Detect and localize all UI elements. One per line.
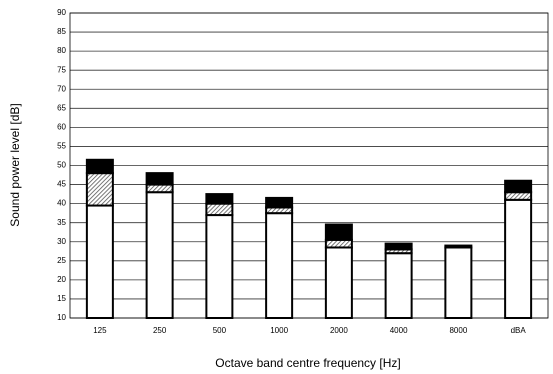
y-tick-label: 40 [57, 199, 66, 208]
bar-segment [265, 196, 294, 209]
y-tick-label: 75 [57, 65, 66, 74]
x-tick-label: 500 [213, 326, 227, 335]
y-tick-label: 25 [57, 256, 66, 265]
y-tick-label: 35 [57, 218, 66, 227]
bar-segment [85, 204, 114, 319]
bar-segment [504, 191, 533, 201]
plot-frame [69, 12, 549, 319]
x-tick-label: 2000 [330, 326, 348, 335]
x-tick-label: 250 [153, 326, 167, 335]
bar-segment [205, 202, 234, 217]
y-tick-label: 90 [57, 8, 66, 17]
bar-segment [504, 179, 533, 194]
bar-segment [444, 246, 473, 319]
y-tick-label: 50 [57, 161, 66, 170]
bar-segment [145, 172, 174, 186]
bar-segment [324, 246, 353, 319]
y-tick-label: 45 [57, 180, 66, 189]
bar-segment [504, 198, 533, 319]
bar-segment [145, 191, 174, 319]
bar-segment [85, 158, 114, 175]
y-tick-label: 60 [57, 122, 66, 131]
bar-segment [265, 212, 294, 319]
x-tick-label: 125 [93, 326, 107, 335]
y-tick-label: 65 [57, 103, 66, 112]
bar-segment [444, 244, 473, 249]
x-tick-label: 4000 [390, 326, 408, 335]
y-tick-label: 70 [57, 84, 66, 93]
bar-segment [145, 183, 174, 194]
x-axis-label: Octave band centre frequency [Hz] [215, 356, 400, 370]
x-tick-label: dBA [511, 326, 527, 335]
bar-segment [324, 223, 353, 241]
bar-segment [205, 193, 234, 205]
y-tick-label: 10 [57, 313, 66, 322]
bar-segment [384, 242, 413, 251]
y-axis-label: Sound power level [dB] [8, 103, 22, 226]
y-tick-label: 30 [57, 237, 66, 246]
bar-segment [205, 214, 234, 319]
y-tick-label: 20 [57, 275, 66, 284]
bar-segment [384, 252, 413, 319]
y-tick-label: 80 [57, 46, 66, 55]
bar-segment [324, 238, 353, 249]
y-tick-label: 85 [57, 27, 66, 36]
bar-segment [85, 172, 114, 207]
x-tick-label: 1000 [270, 326, 288, 335]
x-tick-label: 8000 [449, 326, 467, 335]
y-tick-label: 15 [57, 294, 66, 303]
y-tick-label: 55 [57, 142, 66, 151]
